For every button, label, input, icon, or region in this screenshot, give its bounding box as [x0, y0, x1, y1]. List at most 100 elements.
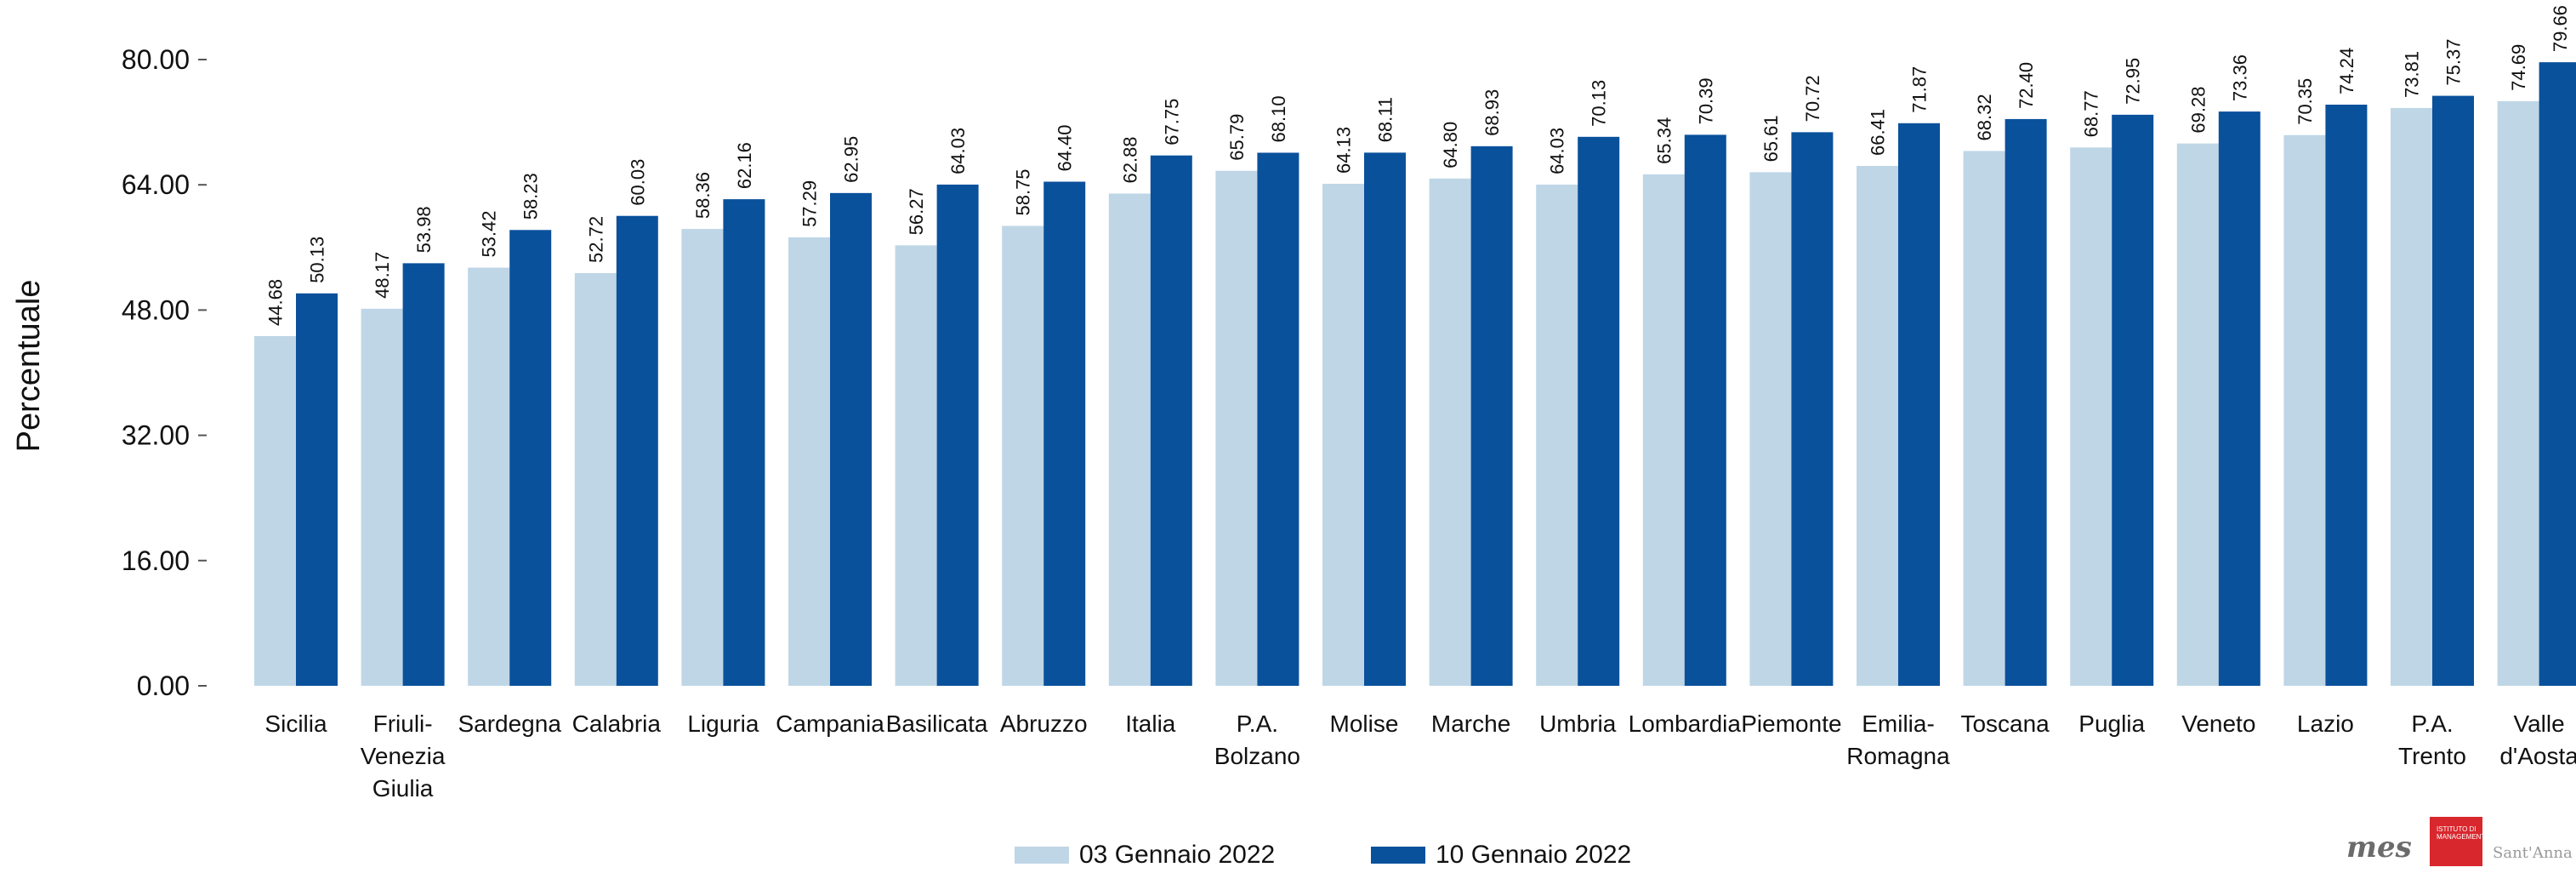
- bar-value-label: 64.13: [1333, 127, 1355, 174]
- bar: [2218, 111, 2260, 686]
- bar: [1043, 181, 1086, 686]
- bar-value-label: 48.17: [372, 252, 393, 299]
- bar-value-label: 75.37: [2443, 39, 2465, 86]
- x-tick-label: Liguria: [687, 710, 759, 737]
- bar-value-label: 60.03: [627, 159, 648, 206]
- bar: [1470, 146, 1513, 686]
- x-tick-label: Lazio: [2297, 710, 2354, 737]
- logos: mes ISTITUTO DI MANAGEMENT Sant'Anna: [2346, 815, 2576, 869]
- bar-value-label: 79.66: [2550, 5, 2571, 52]
- bar: [1150, 155, 1192, 686]
- x-tick-label: Lombardia: [1629, 710, 1742, 737]
- y-axis-title: Percentuale: [11, 280, 47, 453]
- bar-value-label: 69.28: [2187, 87, 2209, 134]
- y-tick-label: 0.00: [137, 670, 190, 701]
- bar-value-label: 65.61: [1760, 115, 1782, 162]
- bar-value-label: 67.75: [1161, 99, 1182, 146]
- x-tick-label: Piemonte: [1741, 710, 1841, 737]
- x-tick-label: Molise: [1330, 710, 1399, 737]
- bar-value-label: 72.95: [2123, 58, 2144, 105]
- bar-value-label: 65.34: [1653, 117, 1675, 164]
- x-tick-label: P.A. Trento: [2398, 710, 2466, 769]
- bar-value-label: 68.77: [2081, 90, 2102, 137]
- bar-value-label: 70.72: [1802, 75, 1823, 122]
- santanna-logo: Sant'Anna: [2493, 844, 2573, 862]
- bar-value-labels: 44.68 48.17 53.42 52.72 58.36 57.29 56.27 58.75…: [265, 5, 2572, 326]
- bar-value-label: 44.68: [265, 279, 287, 326]
- legend-label-series-2: 10 Gennaio 2022: [1436, 841, 1632, 869]
- y-tick-label: 80.00: [122, 44, 190, 75]
- bar: [1108, 193, 1151, 686]
- bar: [1898, 123, 1940, 686]
- bar-value-label: 53.42: [479, 210, 500, 257]
- bar-value-label: 70.39: [1695, 77, 1716, 124]
- x-tick-label: Italia: [1125, 710, 1176, 737]
- x-tick-label: Marche: [1431, 710, 1510, 737]
- bar: [468, 267, 510, 686]
- x-tick-label: Abruzzo: [1000, 710, 1088, 737]
- mes-logo: mes: [2346, 830, 2412, 864]
- bar: [1215, 170, 1258, 686]
- bar: [2112, 114, 2154, 687]
- bar-value-label: 71.87: [1909, 66, 1931, 113]
- bar: [1322, 184, 1364, 686]
- x-tick-label: Calabria: [572, 710, 662, 737]
- bar-value-label: 53.98: [413, 206, 435, 253]
- legend-item-series-1: 03 Gennaio 2022: [1015, 841, 1275, 870]
- bar-value-label: 73.36: [2229, 54, 2250, 101]
- legend-swatch-series-2: [1371, 847, 1425, 864]
- bar: [574, 272, 617, 686]
- bar: [616, 215, 658, 686]
- bar: [830, 192, 872, 687]
- bar: [254, 335, 296, 686]
- legend-swatch-series-1: [1015, 847, 1069, 864]
- x-tick-label: P.A. Bolzano: [1214, 710, 1300, 769]
- bar: [1429, 178, 1471, 687]
- bar-value-label: 65.79: [1226, 114, 1248, 161]
- x-tick-label: Sardegna: [458, 710, 561, 737]
- legend-label-series-1: 03 Gennaio 2022: [1079, 841, 1276, 869]
- bar-value-label: 74.69: [2508, 44, 2529, 91]
- bar-value-label: 64.80: [1440, 122, 1461, 168]
- institute-logo: ISTITUTO DI MANAGEMENT: [2430, 817, 2485, 866]
- bar: [1536, 184, 1578, 686]
- bar: [1791, 132, 1834, 687]
- bar-value-label: 62.88: [1119, 136, 1140, 183]
- bar: [1364, 152, 1406, 686]
- bar: [361, 308, 403, 686]
- bar: [1684, 134, 1726, 687]
- bar-value-label: 58.75: [1013, 168, 1034, 215]
- x-axis: Sicilia Friuli-Venezia Giulia Sardegna Calab…: [264, 710, 2576, 802]
- x-tick-label: Friuli-Venezia Giulia: [361, 710, 446, 802]
- bar: [2176, 143, 2219, 686]
- bar-value-label: 58.23: [520, 173, 542, 220]
- bar: [2005, 118, 2047, 687]
- bar-value-label: 64.40: [1055, 124, 1076, 171]
- bar-value-label: 52.72: [585, 216, 606, 263]
- bar: [1257, 152, 1299, 687]
- bar: [1578, 136, 1620, 686]
- x-tick-label: Veneto: [2181, 710, 2255, 737]
- bar: [2497, 100, 2539, 687]
- bar-value-label: 57.29: [799, 180, 821, 227]
- x-tick-label: Campania: [776, 710, 884, 737]
- bar-value-label: 62.95: [841, 136, 862, 183]
- bar: [296, 293, 338, 686]
- x-tick-label: Basilicata: [886, 710, 988, 737]
- bar: [2391, 107, 2432, 686]
- x-tick-label: Sicilia: [264, 710, 327, 737]
- bar-value-label: 68.10: [1268, 95, 1289, 142]
- bar: [895, 245, 937, 686]
- x-tick-label: Emilia-Romagna: [1846, 710, 1950, 769]
- x-tick-label: Toscana: [1960, 710, 2050, 737]
- bar: [1002, 225, 1044, 686]
- bar-value-label: 70.35: [2295, 78, 2316, 125]
- bar-value-label: 68.11: [1375, 97, 1396, 142]
- bar: [681, 229, 724, 686]
- bar-value-label: 64.03: [947, 128, 969, 174]
- bar: [1749, 172, 1792, 686]
- bar-value-label: 68.32: [1974, 94, 1995, 140]
- bar-value-label: 70.13: [1589, 80, 1610, 127]
